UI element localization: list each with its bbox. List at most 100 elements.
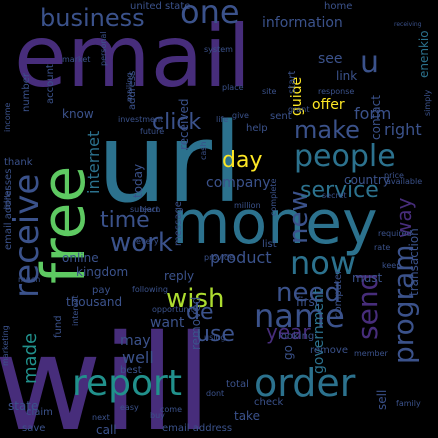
cloud-word: click	[152, 110, 202, 135]
cloud-word: people	[294, 139, 396, 174]
cloud-word: help	[246, 123, 268, 134]
cloud-word: buy	[150, 411, 165, 420]
cloud-word: url	[97, 99, 243, 227]
cloud-word: subject	[130, 205, 159, 214]
cloud-word: country	[344, 173, 390, 187]
cloud-word: call	[96, 423, 117, 437]
cloud-word: looking	[278, 331, 315, 342]
cloud-word: money	[172, 188, 378, 258]
cloud-word: want	[150, 315, 185, 331]
cloud-word: one	[180, 0, 240, 31]
cloud-word: provide	[204, 253, 235, 262]
cloud-word: available	[386, 177, 423, 186]
cloud-word: u	[360, 45, 380, 80]
cloud-word: well	[122, 348, 154, 367]
cloud-word: start	[287, 70, 298, 94]
cloud-word: account	[45, 64, 56, 104]
cloud-word: give	[232, 111, 249, 120]
cloud-word: personal	[99, 31, 108, 66]
cloud-word: online	[62, 251, 99, 265]
cloud-word: year	[266, 320, 311, 344]
cloud-word: investment	[118, 115, 164, 124]
cloud-word: life	[216, 115, 229, 124]
cloud-word: reply	[164, 269, 195, 283]
cloud-word: email address	[162, 423, 233, 434]
cloud-word: claim	[26, 407, 53, 418]
cloud-word: best	[120, 365, 142, 376]
cloud-word: order	[254, 361, 356, 405]
cloud-word: remove	[310, 345, 348, 356]
cloud-word: company	[206, 175, 271, 191]
cloud-word: de	[186, 300, 214, 325]
cloud-word: must	[352, 271, 383, 285]
cloud-word: home	[324, 1, 353, 12]
cloud-word: site	[262, 87, 277, 96]
cloud-word: offer	[312, 97, 345, 113]
cloud-word: pay	[92, 285, 111, 296]
cloud-word: complete	[269, 178, 278, 216]
cloud-word: next	[92, 413, 110, 422]
cloud-word: marketing	[1, 325, 10, 366]
cloud-word: kingdom	[76, 265, 129, 279]
cloud-word: simply	[423, 89, 432, 116]
cloud-word: computer	[333, 269, 344, 318]
cloud-word: million	[234, 201, 261, 210]
cloud-word: market	[62, 55, 91, 64]
cloud-word: much	[18, 275, 41, 284]
cloud-word: today	[131, 163, 145, 198]
cloud-word: come	[160, 405, 183, 414]
cloud-word: right	[384, 120, 422, 139]
cloud-word: easy	[120, 403, 139, 412]
cloud-word: every	[136, 237, 159, 246]
cloud-word: will	[0, 307, 212, 438]
cloud-word: total	[226, 379, 249, 390]
cloud-word: sell	[375, 389, 389, 410]
cloud-word: day	[222, 148, 263, 173]
cloud-word: internet	[84, 130, 103, 194]
cloud-word: required	[378, 229, 412, 238]
cloud-word: keep	[382, 261, 402, 270]
cloud-word: know	[62, 107, 94, 121]
cloud-word: business	[40, 4, 145, 32]
cloud-word: income	[3, 102, 12, 132]
cloud-word: form	[354, 104, 392, 123]
cloud-word: secret	[322, 191, 347, 200]
cloud-word: state	[8, 399, 39, 413]
cloud-word: following	[132, 285, 168, 294]
cloud-word: interest	[71, 295, 80, 326]
cloud-word: transaction	[407, 228, 421, 296]
cloud-word: grant	[288, 105, 310, 114]
cloud-word: link	[336, 69, 358, 83]
cloud-word: go	[281, 345, 295, 360]
cloud-word: service	[300, 178, 379, 203]
cloud-word: member	[354, 349, 388, 358]
cloud-word: received	[177, 98, 191, 150]
cloud-word: place	[222, 83, 244, 92]
cloud-word: work	[110, 228, 173, 258]
cloud-word: contact	[369, 95, 383, 140]
cloud-word: system	[204, 45, 233, 54]
cloud-word: made	[20, 332, 41, 384]
cloud-word: united state	[130, 1, 191, 12]
cloud-word: rate	[374, 243, 391, 252]
cloud-word: thank	[4, 157, 33, 168]
cloud-word: save	[22, 423, 46, 434]
cloud-word: now	[290, 244, 357, 282]
cloud-word: fund	[53, 315, 64, 338]
cloud-word: product	[210, 248, 272, 267]
cloud-word: learn	[140, 205, 161, 214]
cloud-word: use	[196, 322, 235, 347]
cloud-word: future	[140, 127, 165, 136]
cloud-word: wish	[166, 284, 225, 314]
cloud-word: dont	[206, 389, 225, 398]
cloud-word: check	[254, 397, 284, 408]
cloud-word: list	[262, 239, 277, 250]
cloud-word: take	[234, 409, 260, 423]
cloud-word: information	[262, 15, 343, 31]
cloud-word: thousand	[66, 295, 123, 309]
cloud-word: email	[14, 7, 252, 107]
cloud-word: cash	[199, 141, 208, 160]
cloud-word: may	[120, 333, 151, 349]
cloud-word: time	[100, 208, 150, 233]
